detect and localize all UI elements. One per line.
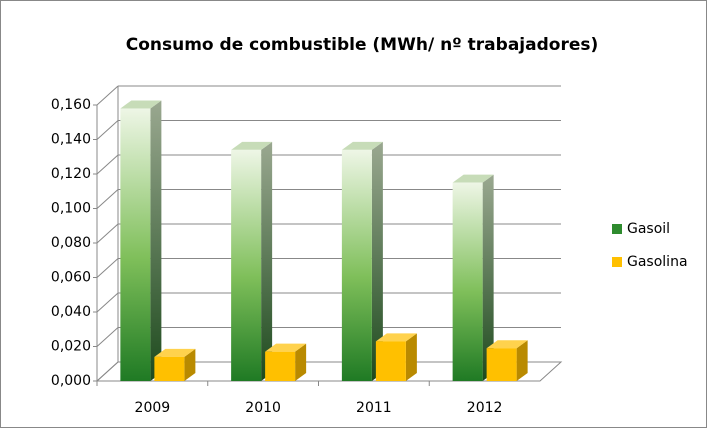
bar (341, 141, 383, 381)
x-tick-label: 2009 (135, 400, 171, 416)
chart-title: Consumo de combustible (MWh/ nº trabajad… (126, 35, 599, 55)
grid-line (96, 85, 119, 106)
bar (375, 333, 417, 381)
bar-front (231, 149, 262, 381)
bar-front (154, 356, 185, 381)
bar-top (154, 348, 196, 357)
bar-front (265, 351, 296, 381)
legend-label: Gasolina (627, 254, 688, 270)
grid-line (96, 223, 119, 244)
bar (486, 340, 528, 381)
bar (265, 343, 307, 381)
bar-side (261, 141, 273, 381)
y-tick-label: 0,060 (51, 270, 91, 286)
bar-top (486, 340, 528, 349)
bar (452, 174, 494, 381)
grid-line (96, 189, 119, 209)
bar-side (371, 141, 383, 381)
bar-top (452, 174, 494, 183)
bar (154, 348, 196, 381)
y-tick-label: 0,120 (51, 166, 91, 182)
bar-top (375, 333, 417, 342)
y-tick-label: 0,160 (51, 97, 91, 113)
y-tick-label: 0,080 (51, 235, 91, 251)
grid-line (96, 292, 119, 313)
legend-label: Gasoil (627, 221, 670, 237)
grid-line (96, 327, 119, 347)
bar-side (482, 174, 494, 381)
bar-top (231, 141, 273, 150)
bar-top (265, 343, 307, 352)
y-tick-label: 0,100 (51, 201, 91, 217)
grid-line (96, 154, 119, 175)
y-tick-label: 0,140 (51, 132, 91, 148)
y-tick-label: 0,020 (51, 339, 91, 355)
bar-side (150, 100, 162, 381)
bar (120, 100, 162, 381)
grid-line (96, 258, 119, 278)
bar-side (295, 343, 307, 381)
y-tick-label: 0,000 (51, 373, 91, 389)
legend-swatch (612, 257, 622, 267)
bar-top (120, 100, 162, 109)
bar-front (486, 348, 517, 381)
bar-front (120, 108, 151, 381)
x-tick-label: 2010 (245, 400, 281, 416)
bar-side (516, 340, 528, 381)
x-tick-label: 2011 (356, 400, 392, 416)
bar-front (452, 182, 483, 381)
bar-top (341, 141, 383, 150)
bar-side (405, 333, 417, 381)
legend-swatch (612, 224, 622, 234)
y-tick-label: 0,040 (51, 304, 91, 320)
bar-front (375, 341, 406, 381)
bar (231, 141, 273, 381)
grid-line (96, 120, 119, 140)
grid-line (96, 361, 119, 382)
bar-side (184, 348, 196, 381)
bar-front (341, 149, 372, 381)
x-tick-label: 2012 (467, 400, 503, 416)
